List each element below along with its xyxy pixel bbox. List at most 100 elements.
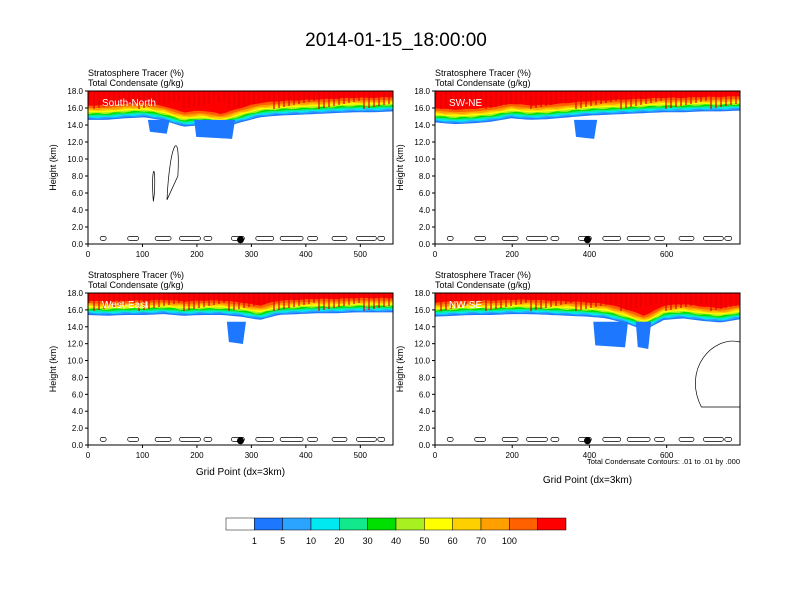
y-tick-label: 16.0 <box>414 306 430 315</box>
tracer-field <box>88 91 393 244</box>
tracer-streak <box>128 293 130 304</box>
tracer-streak <box>158 91 160 105</box>
tracer-streak <box>238 91 240 107</box>
tracer-streak <box>288 91 290 106</box>
colorbar-label-6: 50 <box>419 536 429 546</box>
tracer-streak <box>435 293 437 303</box>
tracer-streak <box>545 293 547 308</box>
colorbar-swatch-8 <box>452 517 482 531</box>
tracer-streak <box>600 91 602 104</box>
colorbar-label-3: 20 <box>334 536 344 546</box>
tracer-streak <box>520 293 522 304</box>
tracer-streak <box>153 91 155 106</box>
tracer-streak <box>223 293 225 303</box>
tracer-streak <box>490 91 492 108</box>
x-tick-label: 200 <box>506 250 520 259</box>
tracer-streak <box>635 91 637 106</box>
y-tick-label: 14.0 <box>67 121 83 130</box>
tracer-streak <box>373 91 375 107</box>
tracer-streak <box>580 293 582 310</box>
tracer-streak <box>293 91 295 105</box>
tracer-streak <box>243 293 245 308</box>
ground-contour-1 <box>474 437 486 442</box>
tracer-streak <box>268 91 270 101</box>
tracer-streak <box>470 91 472 103</box>
tracer-streak <box>730 293 732 307</box>
ground-contour-6 <box>255 236 275 241</box>
x-tick-label: 600 <box>660 250 674 259</box>
tracer-streak <box>258 91 260 103</box>
tracer-streak <box>710 91 712 109</box>
x-tick-label: 400 <box>583 451 597 460</box>
ground-contour-1 <box>127 236 140 241</box>
tracer-streak <box>570 91 572 101</box>
tracer-streak <box>640 91 642 105</box>
tracer-streak <box>193 293 195 309</box>
tracer-streak <box>278 91 280 108</box>
colorbar-label-7: 60 <box>448 536 458 546</box>
tracer-streak <box>605 293 607 305</box>
tracer-streak <box>575 293 577 311</box>
y-axis-label: Height (km) <box>48 144 58 191</box>
anvil-1 <box>635 321 652 350</box>
tracer-streak <box>183 293 185 311</box>
ground-contour-4 <box>550 437 560 442</box>
tracer-streak <box>133 91 135 101</box>
location-marker <box>237 437 244 445</box>
tracer-streak <box>715 91 717 108</box>
ground-contour-3 <box>526 236 548 241</box>
tracer-streak <box>383 293 385 307</box>
tracer-streak <box>143 293 145 310</box>
ground-contour-9 <box>678 236 695 241</box>
tracer-streak <box>540 293 542 309</box>
x-tick-label: 0 <box>86 250 91 259</box>
y-tick-label: 2.0 <box>72 223 84 232</box>
tracer-streak <box>545 91 547 106</box>
tracer-streak <box>143 91 145 108</box>
tracer-streak <box>465 293 467 306</box>
tracer-streak <box>378 91 380 106</box>
tracer-streak <box>323 293 325 310</box>
tracer-streak <box>253 293 255 306</box>
ground-contour-9 <box>331 236 348 241</box>
tracer-streak <box>263 91 265 102</box>
tracer-streak <box>705 293 707 303</box>
tracer-streak <box>455 91 457 106</box>
y-tick-label: 16.0 <box>67 306 83 315</box>
y-tick-label: 8.0 <box>72 373 84 382</box>
tracer-streak <box>725 91 727 106</box>
tracer-streak <box>495 91 497 107</box>
tracer-streak <box>218 91 220 102</box>
colorbar-swatch-6 <box>395 517 425 531</box>
colorbar-swatch-3 <box>310 517 340 531</box>
tracer-streak <box>520 91 522 102</box>
tracer-streak <box>695 91 697 103</box>
tracer-streak <box>353 91 355 102</box>
y-tick-label: 0.0 <box>72 240 84 249</box>
tracer-streak <box>650 91 652 103</box>
tracer-streak <box>113 293 115 307</box>
tracer-streak <box>570 293 572 303</box>
tracer-streak <box>625 91 627 108</box>
condensate-contours <box>99 145 386 241</box>
tracer-streak <box>530 91 532 109</box>
panel-west-east: Stratosphere Tracer (%)Total Condensate … <box>48 270 394 478</box>
tracer-streak <box>293 293 295 307</box>
tracer-streak <box>665 293 667 311</box>
panel-label: NW-SE <box>449 300 482 311</box>
x-tick-label: 100 <box>136 250 150 259</box>
y-tick-label: 0.0 <box>419 441 431 450</box>
condensate-contours <box>446 340 740 442</box>
tracer-streak <box>690 91 692 104</box>
tracer-streak <box>595 91 597 105</box>
tracer-streak <box>93 293 95 311</box>
tracer-streak <box>343 293 345 306</box>
ground-contour-0 <box>446 437 454 442</box>
tracer-streak <box>263 293 265 304</box>
colorbar-swatch-1 <box>254 517 283 531</box>
tracer-streak <box>248 293 250 307</box>
tracer-streak <box>308 293 310 304</box>
colorbar-label-8: 70 <box>476 536 486 546</box>
field-label-condensate: Total Condensate (g/kg) <box>435 78 531 88</box>
tracer-streak <box>665 91 667 109</box>
